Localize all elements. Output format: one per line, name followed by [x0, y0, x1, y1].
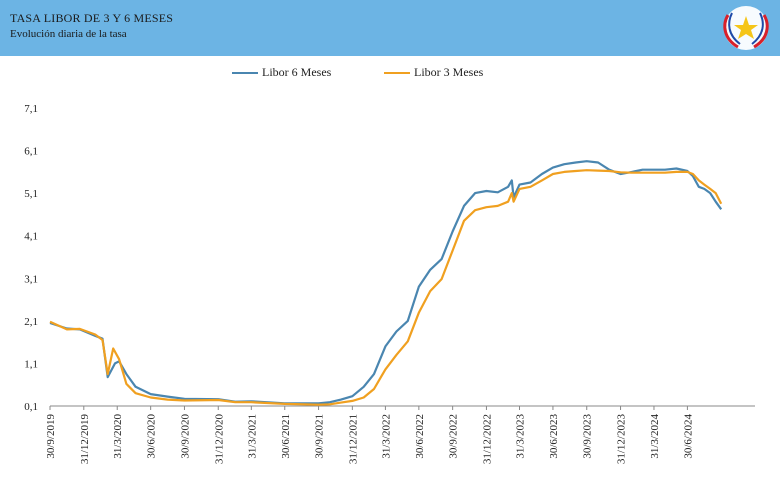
y-tick-label: 2,1 — [24, 316, 38, 328]
x-tick-label: 30/6/2020 — [146, 414, 158, 459]
y-tick-label: 1,1 — [24, 358, 38, 370]
series-line-libor-6-meses — [49, 160, 723, 405]
y-tick-label: 5,1 — [24, 188, 38, 200]
x-tick-label: 30/6/2024 — [682, 414, 694, 459]
x-tick-label: 30/9/2022 — [448, 414, 460, 459]
x-tick-label: 30/6/2021 — [280, 414, 292, 459]
x-tick-label: 31/3/2023 — [515, 414, 527, 459]
y-tick-label: 3,1 — [24, 273, 38, 285]
x-tick-label: 30/6/2022 — [414, 414, 426, 459]
series-line-libor-3-meses — [49, 169, 723, 406]
x-tick-label: 31/12/2021 — [347, 414, 359, 464]
x-tick-label: 31/12/2019 — [79, 414, 91, 465]
legend-swatch-libor-6 — [232, 72, 258, 75]
x-tick-label: 31/3/2021 — [246, 414, 258, 459]
y-tick-label: 0,1 — [24, 401, 38, 413]
x-tick-label: 30/9/2021 — [314, 414, 326, 459]
chart-title: TASA LIBOR DE 3 Y 6 MESES — [10, 11, 174, 25]
legend-label-libor-3: Libor 3 Meses — [414, 65, 484, 79]
emblem-icon — [723, 6, 769, 50]
y-tick-label: 7,1 — [24, 103, 38, 115]
legend-swatch-libor-3 — [384, 72, 410, 75]
x-tick-label: 31/12/2020 — [213, 414, 225, 465]
x-tick-label: 30/6/2023 — [548, 414, 560, 459]
x-tick-label: 30/9/2023 — [582, 414, 594, 459]
x-tick-label: 31/12/2022 — [481, 414, 493, 464]
y-tick-label: 4,1 — [24, 231, 38, 243]
header-band: TASA LIBOR DE 3 Y 6 MESES Evolución diar… — [0, 0, 780, 56]
x-tick-label: 31/3/2022 — [380, 414, 392, 459]
legend-label-libor-6: Libor 6 Meses — [262, 65, 332, 79]
x-tick-label: 30/9/2020 — [179, 414, 191, 459]
legend-item-libor-6: Libor 6 Meses — [232, 65, 331, 80]
x-tick-label: 31/3/2020 — [112, 414, 124, 459]
chart-subtitle: Evolución diaria de la tasa — [10, 28, 127, 40]
x-tick-label: 30/9/2019 — [45, 414, 57, 459]
x-tick-label: 31/3/2024 — [649, 414, 661, 459]
y-tick-label: 6,1 — [24, 146, 38, 158]
legend: Libor 6 Meses Libor 3 Meses — [0, 62, 780, 84]
x-tick-label: 31/12/2023 — [616, 414, 628, 465]
legend-item-libor-3: Libor 3 Meses — [384, 65, 483, 80]
